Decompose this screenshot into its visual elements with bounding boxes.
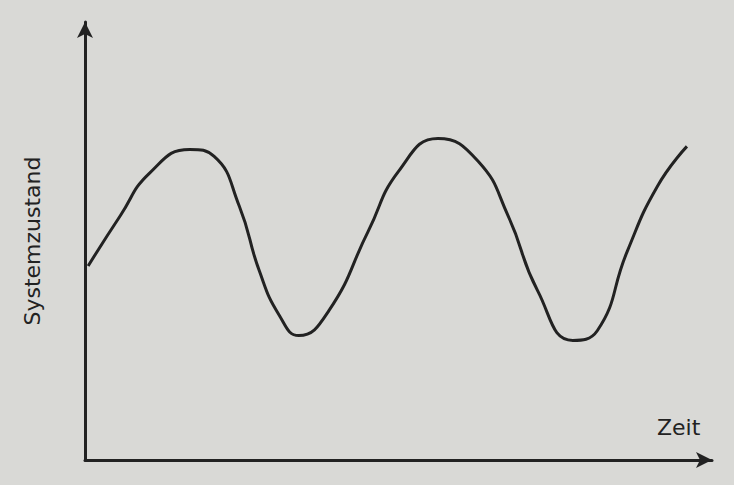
svg-text:Systemzustand: Systemzustand: [20, 156, 45, 325]
svg-text:Zeit: Zeit: [657, 415, 701, 440]
